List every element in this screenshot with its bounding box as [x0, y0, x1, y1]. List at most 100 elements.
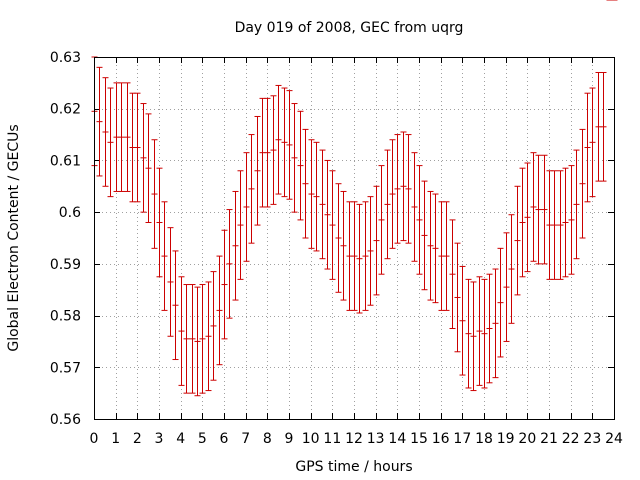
- x-tick-label: 13: [367, 431, 385, 447]
- error-bar-point: [362, 201, 369, 311]
- error-bar-point: [600, 72, 607, 182]
- x-tick-label: 19: [497, 431, 515, 447]
- error-bar-point: [356, 203, 363, 314]
- error-bar-point: [302, 128, 309, 239]
- error-bar-point: [248, 134, 255, 244]
- x-tick-label: 9: [285, 431, 294, 447]
- error-bar-point: [140, 103, 147, 213]
- error-bar-point: [449, 219, 456, 329]
- x-tick-label: 18: [475, 431, 493, 447]
- error-bar-point: [584, 92, 591, 203]
- error-bar-point: [551, 170, 558, 280]
- error-bar-point: [107, 87, 114, 198]
- error-bar-point: [183, 284, 190, 394]
- error-bar-point: [329, 170, 336, 280]
- error-bar-point: [216, 255, 223, 366]
- error-bar-point: [459, 265, 466, 376]
- error-bar-point: [476, 276, 483, 386]
- error-bar-point: [524, 162, 531, 273]
- error-bar-point: [579, 128, 586, 239]
- error-bar-point: [335, 183, 342, 293]
- error-bar-point: [145, 113, 152, 223]
- error-bar-point: [562, 167, 569, 278]
- x-tick-label: 14: [388, 431, 406, 447]
- error-bar-point: [324, 159, 331, 270]
- error-bar-point: [351, 201, 358, 311]
- error-bar-point: [411, 152, 418, 262]
- y-tick-label: 0.62: [50, 102, 81, 118]
- x-tick-label: 22: [562, 431, 580, 447]
- error-bar-point: [481, 278, 488, 389]
- error-bar-point: [226, 209, 233, 319]
- error-bar-point: [465, 278, 472, 389]
- error-bar-point: [486, 273, 493, 384]
- error-bar-point: [270, 95, 277, 205]
- x-tick-label: 8: [263, 431, 272, 447]
- error-bar-point: [535, 154, 542, 265]
- error-bar-point: [254, 115, 261, 226]
- y-axis-label: Global Electron Content / GECUs: [6, 124, 22, 351]
- error-bar-point: [492, 268, 499, 379]
- error-bar-point: [400, 131, 407, 242]
- x-tick-label: 12: [345, 431, 363, 447]
- error-bar-point: [389, 139, 396, 249]
- error-bar-point: [167, 227, 174, 337]
- error-bar-point: [454, 242, 461, 353]
- error-bar-point: [134, 92, 141, 203]
- error-bar-point: [497, 247, 504, 358]
- error-bar-point: [221, 229, 228, 340]
- error-bar-point: [443, 201, 450, 311]
- y-tick-label: 0.57: [50, 360, 81, 376]
- error-bar-point: [340, 190, 347, 301]
- error-bar-point: [232, 190, 239, 301]
- error-bar-point: [194, 286, 201, 397]
- x-tick-label: 10: [302, 431, 320, 447]
- x-tick-label: 1: [111, 431, 120, 447]
- error-bar-point: [416, 165, 423, 275]
- plot-frame: [94, 57, 615, 420]
- x-tick-label: 16: [432, 431, 450, 447]
- error-bar-point: [432, 193, 439, 304]
- error-bar-point: [275, 84, 282, 195]
- x-tick-label: 6: [220, 431, 229, 447]
- error-bar-point: [281, 87, 288, 198]
- error-bar-point: [384, 149, 391, 260]
- error-bar-point: [96, 66, 103, 177]
- x-tick-label: 3: [155, 431, 164, 447]
- x-tick-label: 5: [198, 431, 207, 447]
- error-bar-point: [308, 139, 315, 249]
- y-tick-label: 0.59: [50, 257, 81, 273]
- error-bar-point: [530, 152, 537, 262]
- error-bar-point: [264, 97, 271, 208]
- error-bar-point: [541, 154, 548, 265]
- x-tick-label: 17: [453, 431, 471, 447]
- error-bar-point: [178, 276, 185, 386]
- error-bar-point: [118, 82, 125, 192]
- error-bar-point: [189, 284, 196, 394]
- y-tick-labels: 0.56 0.57 0.58 0.59 0.6 0.61 0.62 0.63: [50, 50, 81, 428]
- error-bar-point: [210, 271, 217, 381]
- error-bar-point: [514, 185, 521, 296]
- error-bar-point: [470, 281, 477, 392]
- error-bar-point: [291, 103, 298, 213]
- error-bar-point: [199, 284, 206, 394]
- error-bar-point: [394, 134, 401, 244]
- error-bar-point: [172, 250, 179, 361]
- error-bar-point: [427, 190, 434, 301]
- x-tick-label: 24: [605, 431, 623, 447]
- x-tick-label: 11: [323, 431, 341, 447]
- x-axis-label: GPS time / hours: [295, 459, 412, 475]
- x-tick-label: 15: [410, 431, 428, 447]
- error-bar-point: [373, 185, 380, 296]
- x-tick-labels: 0 1 2 3 4 5 6 7 8 9 10 11 12 13 14 15 16 17 18 19 20 21 22 23 24: [90, 431, 623, 447]
- error-bar-point: [151, 139, 158, 249]
- y-tick-label: 0.6: [59, 205, 81, 221]
- y-tick-label: 0.61: [50, 153, 81, 169]
- error-bar-point: [573, 149, 580, 260]
- y-tick-label: 0.63: [50, 50, 81, 66]
- error-bar-point: [313, 141, 320, 252]
- x-tick-label: 20: [518, 431, 536, 447]
- error-bar-point: [557, 170, 564, 280]
- error-bar-point: [519, 167, 526, 278]
